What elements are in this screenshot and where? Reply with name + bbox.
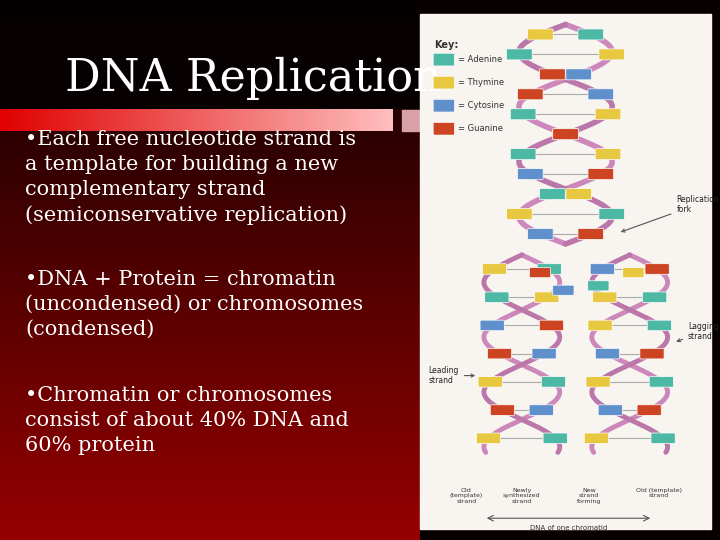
FancyBboxPatch shape xyxy=(651,433,675,443)
FancyBboxPatch shape xyxy=(647,320,672,330)
FancyBboxPatch shape xyxy=(507,208,532,219)
FancyBboxPatch shape xyxy=(510,109,536,120)
Text: •DNA + Protein = chromatin
(uncondensed) or chromosomes
(condensed): •DNA + Protein = chromatin (uncondensed)… xyxy=(25,270,364,339)
FancyBboxPatch shape xyxy=(595,148,621,160)
Text: = Adenine: = Adenine xyxy=(458,55,502,64)
Text: Leading
strand: Leading strand xyxy=(428,366,474,385)
FancyBboxPatch shape xyxy=(586,376,610,387)
FancyBboxPatch shape xyxy=(532,348,557,359)
FancyBboxPatch shape xyxy=(595,348,619,359)
Text: Lagging
strand: Lagging strand xyxy=(678,322,719,342)
FancyBboxPatch shape xyxy=(642,292,667,302)
Bar xyxy=(402,110,419,131)
FancyBboxPatch shape xyxy=(590,264,614,274)
Text: Replication
fork: Replication fork xyxy=(622,195,719,232)
FancyBboxPatch shape xyxy=(588,89,613,100)
FancyBboxPatch shape xyxy=(507,49,532,60)
FancyBboxPatch shape xyxy=(593,292,617,302)
FancyBboxPatch shape xyxy=(510,148,536,160)
FancyBboxPatch shape xyxy=(535,292,559,302)
FancyBboxPatch shape xyxy=(528,29,553,40)
Bar xyxy=(0,0,420,108)
FancyBboxPatch shape xyxy=(599,208,624,219)
Text: •Each free nucleotide strand is
a template for building a new
complementary stra: •Each free nucleotide strand is a templa… xyxy=(25,130,356,225)
Bar xyxy=(420,14,711,529)
FancyBboxPatch shape xyxy=(529,268,551,278)
FancyBboxPatch shape xyxy=(640,348,664,359)
FancyBboxPatch shape xyxy=(578,29,603,40)
FancyBboxPatch shape xyxy=(485,292,509,302)
FancyBboxPatch shape xyxy=(588,320,612,330)
Bar xyxy=(421,110,433,131)
Text: DNA of one chromatid: DNA of one chromatid xyxy=(530,525,607,531)
FancyBboxPatch shape xyxy=(553,129,578,140)
FancyBboxPatch shape xyxy=(539,188,565,200)
FancyBboxPatch shape xyxy=(649,376,673,387)
Text: Newly
synthesized
strand: Newly synthesized strand xyxy=(503,488,541,504)
FancyBboxPatch shape xyxy=(487,348,512,359)
Text: New
strand
forming: New strand forming xyxy=(577,488,601,504)
Text: = Thymine: = Thymine xyxy=(458,78,504,87)
FancyBboxPatch shape xyxy=(595,109,621,120)
FancyBboxPatch shape xyxy=(433,53,454,66)
FancyBboxPatch shape xyxy=(623,268,644,278)
FancyBboxPatch shape xyxy=(518,168,543,180)
FancyBboxPatch shape xyxy=(553,285,574,295)
FancyBboxPatch shape xyxy=(477,433,500,443)
FancyBboxPatch shape xyxy=(537,264,562,274)
FancyBboxPatch shape xyxy=(480,320,504,330)
FancyBboxPatch shape xyxy=(598,405,622,415)
FancyBboxPatch shape xyxy=(637,405,661,415)
FancyBboxPatch shape xyxy=(541,376,565,387)
FancyBboxPatch shape xyxy=(578,228,603,239)
FancyBboxPatch shape xyxy=(588,168,613,180)
Text: = Cytosine: = Cytosine xyxy=(458,101,504,110)
FancyBboxPatch shape xyxy=(528,228,553,239)
FancyBboxPatch shape xyxy=(482,264,507,274)
FancyBboxPatch shape xyxy=(490,405,515,415)
FancyBboxPatch shape xyxy=(433,123,454,135)
FancyBboxPatch shape xyxy=(645,264,669,274)
FancyBboxPatch shape xyxy=(566,188,592,200)
FancyBboxPatch shape xyxy=(433,76,454,89)
Text: Old
(template)
strand: Old (template) strand xyxy=(450,488,483,504)
FancyBboxPatch shape xyxy=(539,320,564,330)
Text: •Chromatin or chromosomes
consist of about 40% DNA and
60% protein: •Chromatin or chromosomes consist of abo… xyxy=(25,386,349,455)
FancyBboxPatch shape xyxy=(529,405,554,415)
FancyBboxPatch shape xyxy=(543,433,567,443)
FancyBboxPatch shape xyxy=(588,281,609,291)
Text: = Guanine: = Guanine xyxy=(458,124,503,133)
FancyBboxPatch shape xyxy=(478,376,503,387)
Text: Key:: Key: xyxy=(434,40,459,50)
Text: DNA Replication: DNA Replication xyxy=(65,57,441,100)
FancyBboxPatch shape xyxy=(539,69,565,80)
FancyBboxPatch shape xyxy=(584,433,608,443)
FancyBboxPatch shape xyxy=(518,89,543,100)
FancyBboxPatch shape xyxy=(566,69,592,80)
FancyBboxPatch shape xyxy=(599,49,624,60)
FancyBboxPatch shape xyxy=(553,129,578,140)
FancyBboxPatch shape xyxy=(433,99,454,112)
Text: Old (template)
strand: Old (template) strand xyxy=(636,488,682,498)
